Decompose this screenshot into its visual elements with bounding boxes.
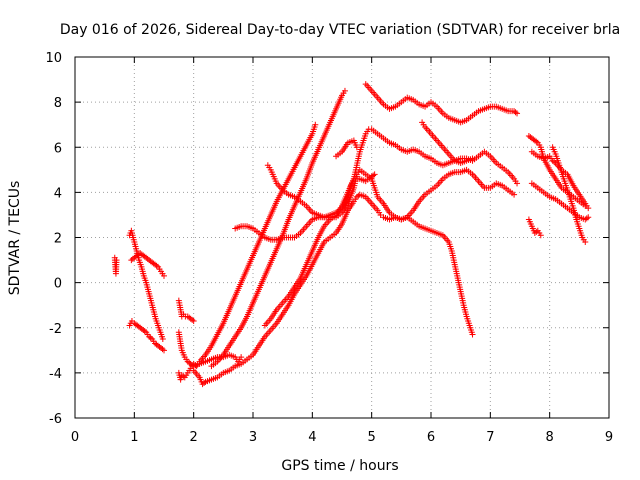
data-point-marker [201, 380, 208, 387]
y-tick-label: -4 [49, 367, 62, 382]
x-tick-label: 8 [546, 430, 554, 445]
data-point-marker [512, 109, 519, 116]
data-point-marker [370, 172, 377, 179]
y-tick-label: 10 [45, 51, 62, 66]
series-arc-02 [126, 227, 166, 343]
data-point-marker [469, 155, 476, 162]
data-point-marker [193, 363, 200, 370]
x-axis-title: GPS time / hours [281, 458, 398, 474]
data-point-marker [551, 158, 558, 165]
data-point-marker [190, 317, 197, 324]
series-arc-03 [128, 250, 167, 279]
series-arc-04 [126, 317, 167, 354]
data-point-marker [180, 373, 187, 380]
data-point-marker [582, 239, 589, 246]
data-point-marker [141, 328, 148, 335]
series-arc-07 [175, 360, 200, 383]
x-tick-label: 2 [190, 430, 198, 445]
x-tick-label: 4 [308, 430, 316, 445]
series-arc-22 [549, 144, 589, 246]
y-tick-label: 6 [54, 141, 62, 156]
data-point-marker [533, 138, 540, 145]
series-arc-20 [528, 148, 592, 212]
series-arc-15 [362, 81, 521, 126]
axis-ticks: 0 1 2 3 4 5 6 7 8 9 -6 -4 -2 0 2 4 6 8 10 [45, 51, 613, 445]
x-tick-label: 6 [427, 430, 435, 445]
data-point-marker [371, 171, 378, 178]
data-point-marker [514, 180, 521, 187]
y-axis-title: SDTVAR / TECUs [7, 181, 23, 296]
data-point-marker [159, 336, 166, 343]
data-point-marker [153, 262, 160, 269]
x-tick-label: 9 [605, 430, 613, 445]
data-point-marker [469, 331, 476, 338]
data-point-marker [192, 361, 199, 368]
series-arc-13 [261, 126, 521, 329]
series-arc-08 [190, 191, 384, 388]
y-tick-label: 2 [54, 232, 62, 247]
y-tick-label: -2 [49, 322, 62, 337]
data-point-marker [583, 215, 590, 222]
data-point-marker [238, 354, 245, 361]
data-point-marker [312, 121, 319, 128]
y-tick-label: 0 [54, 277, 62, 292]
series-arc-09 [208, 87, 348, 370]
data-point-marker [511, 191, 518, 198]
series-arc-14 [333, 137, 360, 160]
series-arc-17 [419, 119, 476, 167]
data-point-marker [161, 347, 167, 354]
data-point-marker [533, 228, 540, 235]
y-tick-label: 8 [54, 96, 62, 111]
chart-title: Day 016 of 2026, Sidereal Day-to-day VTE… [60, 22, 620, 38]
data-point-marker [161, 272, 167, 279]
x-tick-label: 3 [249, 430, 257, 445]
series-arc-05 [175, 297, 197, 324]
series-arc-10 [196, 121, 319, 365]
x-tick-label: 1 [130, 430, 138, 445]
data-point-marker [585, 205, 592, 212]
series-arc-16 [380, 166, 518, 223]
x-tick-label: 5 [368, 430, 376, 445]
data-point-marker [537, 232, 544, 239]
data-point-marker [353, 144, 360, 151]
data-layer [111, 81, 592, 388]
data-point-marker [585, 214, 592, 221]
x-tick-label: 7 [486, 430, 494, 445]
y-tick-label: 4 [54, 186, 62, 201]
grid [75, 57, 609, 418]
data-point-marker [514, 110, 521, 117]
x-tick-label: 0 [71, 430, 79, 445]
data-point-marker [147, 334, 154, 341]
series-arc-18 [525, 216, 544, 239]
data-point-marker [189, 316, 196, 323]
data-point-marker [341, 87, 348, 94]
data-point-marker [159, 346, 166, 353]
y-tick-label: -6 [49, 412, 62, 427]
series-arc-12 [264, 162, 476, 338]
data-point-marker [113, 257, 120, 264]
series-arc-01 [111, 254, 120, 277]
series-arc-21 [528, 180, 592, 223]
